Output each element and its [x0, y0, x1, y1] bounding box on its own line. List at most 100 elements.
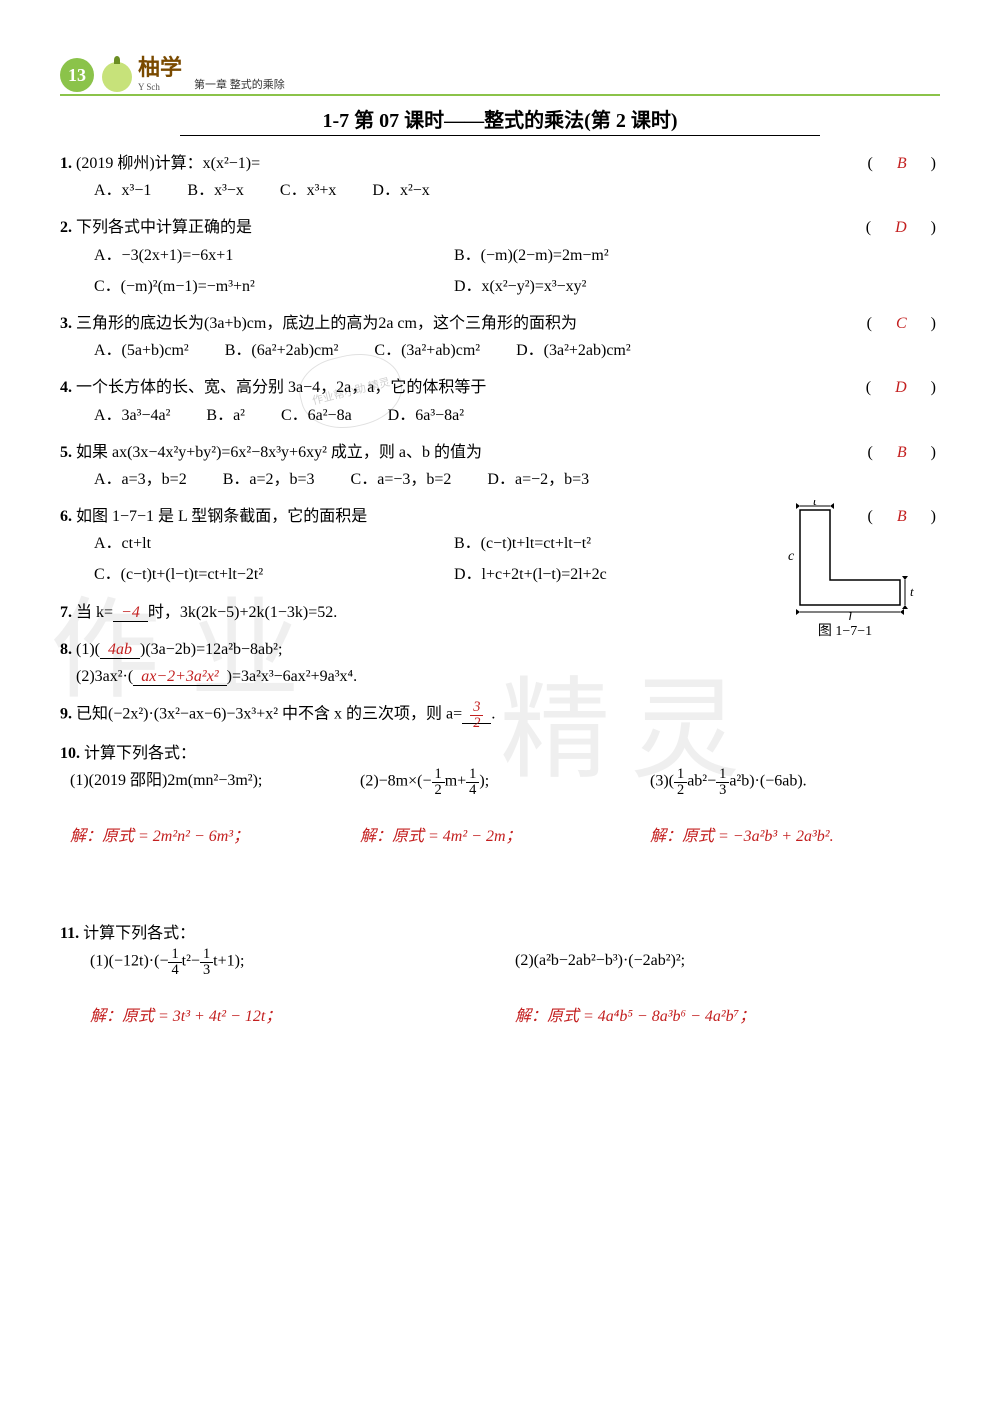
- q-stem: 下列各式中计算正确的是: [76, 219, 252, 236]
- question-4: ( D ) 4. 一个长方体的长、宽、高分别 3a−4，2a，a，它的体积等于 …: [60, 374, 940, 428]
- option-b: B．x³−x: [187, 177, 244, 204]
- frac-den: 2: [470, 716, 483, 730]
- option-b: B．(6a²+2ab)cm²: [225, 337, 339, 364]
- answer-slot: ( B ): [868, 150, 940, 177]
- option-a: A．x³−1: [94, 177, 151, 204]
- svg-text:t: t: [910, 584, 914, 599]
- q-number: 11.: [60, 925, 79, 942]
- text: (1)(: [76, 641, 100, 658]
- chapter-label: 第一章 整式的乘除: [194, 76, 285, 92]
- sub-2: (2)(a²b−2ab²−b³)·(−2ab²)²;: [515, 947, 940, 977]
- q-number: 6.: [60, 508, 72, 525]
- solution-1: 解：原式 = 3t³ + 4t² − 12t；: [90, 1003, 515, 1030]
- text: 时，3k(2k−5)+2k(1−3k)=52.: [148, 604, 337, 621]
- options: A．a=3，b=2 B．a=2，b=3 C．a=−3，b=2 D．a=−2，b=…: [94, 466, 940, 493]
- fill-answer: 32: [462, 706, 491, 724]
- q-stem: 如果 ax(3x−4x²y+by²)=6x²−8x³y+6xy² 成立，则 a、…: [76, 444, 482, 461]
- sub-2: (2)−8m×(−12m+14);: [360, 767, 650, 797]
- answer-letter: B: [897, 155, 911, 172]
- q-stem: (2019 柳州)计算：x(x²−1)=: [76, 155, 260, 172]
- q-number: 10.: [60, 745, 80, 762]
- text: (2)3ax²·(: [76, 668, 133, 685]
- question-3: ( C ) 3. 三角形的底边长为(3a+b)cm，底边上的高为2a cm，这个…: [60, 310, 940, 364]
- q-number: 8.: [60, 641, 72, 658]
- solution-1: 解：原式 = 2m²n² − 6m³；: [70, 823, 360, 850]
- page: 13 柚学 Y Sch 第一章 整式的乘除 1-7 第 07 课时——整式的乘法…: [0, 0, 1000, 1076]
- option-a: A．a=3，b=2: [94, 466, 187, 493]
- text: );: [479, 773, 489, 790]
- option-b: B．(−m)(2−m)=2m−m²: [454, 242, 940, 269]
- text: ab²−: [687, 773, 716, 790]
- option-d: D．x²−x: [372, 177, 429, 204]
- option-b: B．a=2，b=3: [223, 466, 315, 493]
- text: .: [491, 706, 495, 723]
- q-number: 4.: [60, 379, 72, 396]
- option-c: C．a=−3，b=2: [351, 466, 452, 493]
- answer-slot: ( D ): [866, 374, 940, 401]
- text: a²b)·(−6ab).: [729, 773, 806, 790]
- option-c: C．(−m)²(m−1)=−m³+n²: [94, 273, 454, 300]
- q-number: 9.: [60, 706, 72, 723]
- option-c: C．(c−t)t+(l−t)t=ct+lt−2t²: [94, 561, 454, 588]
- subparts: (1)(2019 邵阳)2m(mn²−3m²); (2)−8m×(−12m+14…: [70, 767, 940, 797]
- question-5: ( B ) 5. 如果 ax(3x−4x²y+by²)=6x²−8x³y+6xy…: [60, 439, 940, 493]
- options: A．(5a+b)cm² B．(6a²+2ab)cm² C．(3a²+ab)cm²…: [94, 337, 940, 364]
- q-stem: 计算下列各式：: [84, 745, 196, 762]
- options: A．3a³−4a² B．a² C．6a²−8a D．6a³−8a²: [94, 402, 940, 429]
- option-d: D．(3a²+2ab)cm²: [516, 337, 631, 364]
- q-number: 2.: [60, 219, 72, 236]
- frac-num: 3: [470, 700, 483, 715]
- q-number: 5.: [60, 444, 72, 461]
- l-shape-diagram: t c t l: [770, 500, 920, 620]
- option-c: C．6a²−8a: [281, 402, 352, 429]
- subparts: (1)(−12t)·(−14t²−13t+1); (2)(a²b−2ab²−b³…: [90, 947, 940, 977]
- answer-slot: ( B ): [868, 439, 940, 466]
- text: )=3a²x³−6ax²+9a³x⁴.: [227, 668, 357, 685]
- sub-3: (3)(12ab²−13a²b)·(−6ab).: [650, 767, 940, 797]
- question-1: ( B ) 1. (2019 柳州)计算：x(x²−1)= A．x³−1 B．x…: [60, 150, 940, 204]
- svg-text:t: t: [813, 500, 817, 508]
- answer-slot: ( D ): [866, 214, 940, 241]
- option-d: D．a=−2，b=3: [487, 466, 589, 493]
- question-11: 11. 计算下列各式： (1)(−12t)·(−14t²−13t+1); (2)…: [60, 920, 940, 1030]
- options: A．x³−1 B．x³−x C．x³+x D．x²−x: [94, 177, 940, 204]
- text: (1)(−12t)·(−: [90, 953, 168, 970]
- solution-2: 解：原式 = 4m² − 2m；: [360, 823, 650, 850]
- brand-name: 柚学: [138, 50, 182, 82]
- solutions: 解：原式 = 3t³ + 4t² − 12t； 解：原式 = 4a⁴b⁵ − 8…: [90, 1003, 940, 1030]
- text: (3)(: [650, 773, 674, 790]
- q-stem: 一个长方体的长、宽、高分别 3a−4，2a，a，它的体积等于: [76, 379, 486, 396]
- option-a: A．(5a+b)cm²: [94, 337, 189, 364]
- solutions: 解：原式 = 2m²n² − 6m³； 解：原式 = 4m² − 2m； 解：原…: [70, 823, 940, 850]
- answer-letter: D: [895, 219, 911, 236]
- figure-1-7-1: t c t l 图 1−7−1: [770, 500, 920, 640]
- text: (2)−8m×(−: [360, 773, 432, 790]
- text: 当 k=: [76, 604, 113, 621]
- svg-text:l: l: [848, 611, 852, 620]
- q-number: 3.: [60, 315, 72, 332]
- option-d: D．6a³−8a²: [388, 402, 464, 429]
- fill-answer: −4: [113, 604, 148, 622]
- q-stem: 计算下列各式：: [83, 925, 195, 942]
- q-stem: 三角形的底边长为(3a+b)cm，底边上的高为2a cm，这个三角形的面积为: [76, 315, 577, 332]
- text: m+: [445, 773, 466, 790]
- fill-answer: ax−2+3a²x²: [133, 668, 226, 686]
- text: t²−: [182, 953, 200, 970]
- option-c: C．x³+x: [280, 177, 337, 204]
- answer-letter: C: [896, 315, 911, 332]
- page-header: 13 柚学 Y Sch 第一章 整式的乘除: [60, 50, 940, 96]
- question-8: 8. (1)(4ab)(3a−2b)=12a²b−8ab²; (2)3ax²·(…: [60, 636, 940, 690]
- q-stem: 如图 1−7−1 是 L 型钢条截面，它的面积是: [76, 508, 367, 525]
- answer-slot: ( C ): [867, 310, 940, 337]
- q-number: 7.: [60, 604, 72, 621]
- question-10: 10. 计算下列各式： (1)(2019 邵阳)2m(mn²−3m²); (2)…: [60, 740, 940, 850]
- option-c: C．(3a²+ab)cm²: [374, 337, 480, 364]
- fill-answer: 4ab: [100, 641, 140, 659]
- q-number: 1.: [60, 155, 72, 172]
- answer-letter: D: [895, 379, 911, 396]
- brand-sub: Y Sch: [138, 82, 182, 92]
- option-a: A．ct+lt: [94, 530, 454, 557]
- option-a: A．3a³−4a²: [94, 402, 170, 429]
- text: t+1);: [213, 953, 244, 970]
- options: A．−3(2x+1)=−6x+1 B．(−m)(2−m)=2m−m² C．(−m…: [94, 242, 940, 300]
